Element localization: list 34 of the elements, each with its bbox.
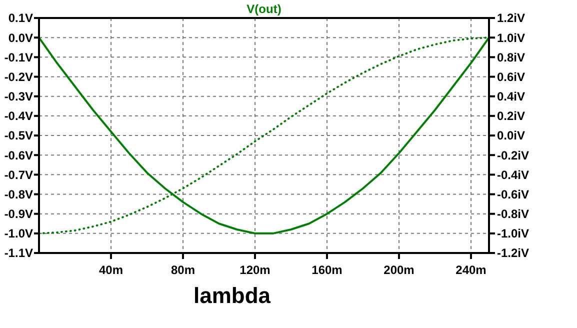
y2-tick-label: -0.8iV [497, 207, 530, 222]
y2-tick-label: 0.0iV [497, 128, 526, 143]
y2-tick-label: 0.2iV [497, 109, 526, 124]
y2-tick-label: -1.2iV [497, 246, 530, 260]
x-tick-label: 240m [456, 263, 486, 277]
x-tick-label: 80m [170, 263, 196, 277]
y2-tick-label: 1.0iV [497, 30, 526, 45]
x-tick-label: 160m [312, 263, 342, 277]
y-tick-label: -0.1V [4, 50, 33, 64]
x-axis-title: lambda [193, 283, 272, 308]
y-tick-label: -0.8V [4, 187, 33, 202]
y-tick-label: -1.0V [4, 226, 33, 241]
y-tick-label: 0.0V [8, 30, 33, 45]
chart-title: V(out) [246, 2, 282, 16]
y2-tick-label: 0.4iV [497, 90, 526, 104]
y2-tick-label: -0.2iV [497, 148, 530, 162]
y-tick-label: -0.5V [4, 128, 33, 143]
y-tick-label: -1.1V [4, 246, 33, 260]
y2-tick-label: -1.0iV [497, 226, 530, 241]
y2-tick-label: 0.8iV [497, 50, 526, 64]
y-tick-label: -0.4V [4, 109, 33, 124]
y-tick-label: -0.2V [4, 70, 33, 84]
y-tick-label: -0.9V [4, 207, 33, 222]
y-tick-label: -0.7V [4, 168, 33, 182]
y2-tick-label: -0.6iV [497, 187, 530, 202]
y-tick-label: -0.6V [4, 148, 33, 162]
x-tick-label: 40m [98, 263, 124, 277]
y2-tick-label: -0.4iV [497, 168, 530, 182]
x-tick-label: 120m [240, 263, 270, 277]
y2-tick-label: 0.6iV [497, 70, 526, 84]
y-tick-label: -0.3V [4, 90, 33, 104]
x-tick-label: 200m [384, 263, 414, 277]
y2-tick-label: 1.2iV [497, 11, 526, 26]
y-tick-label: 0.1V [8, 11, 33, 26]
